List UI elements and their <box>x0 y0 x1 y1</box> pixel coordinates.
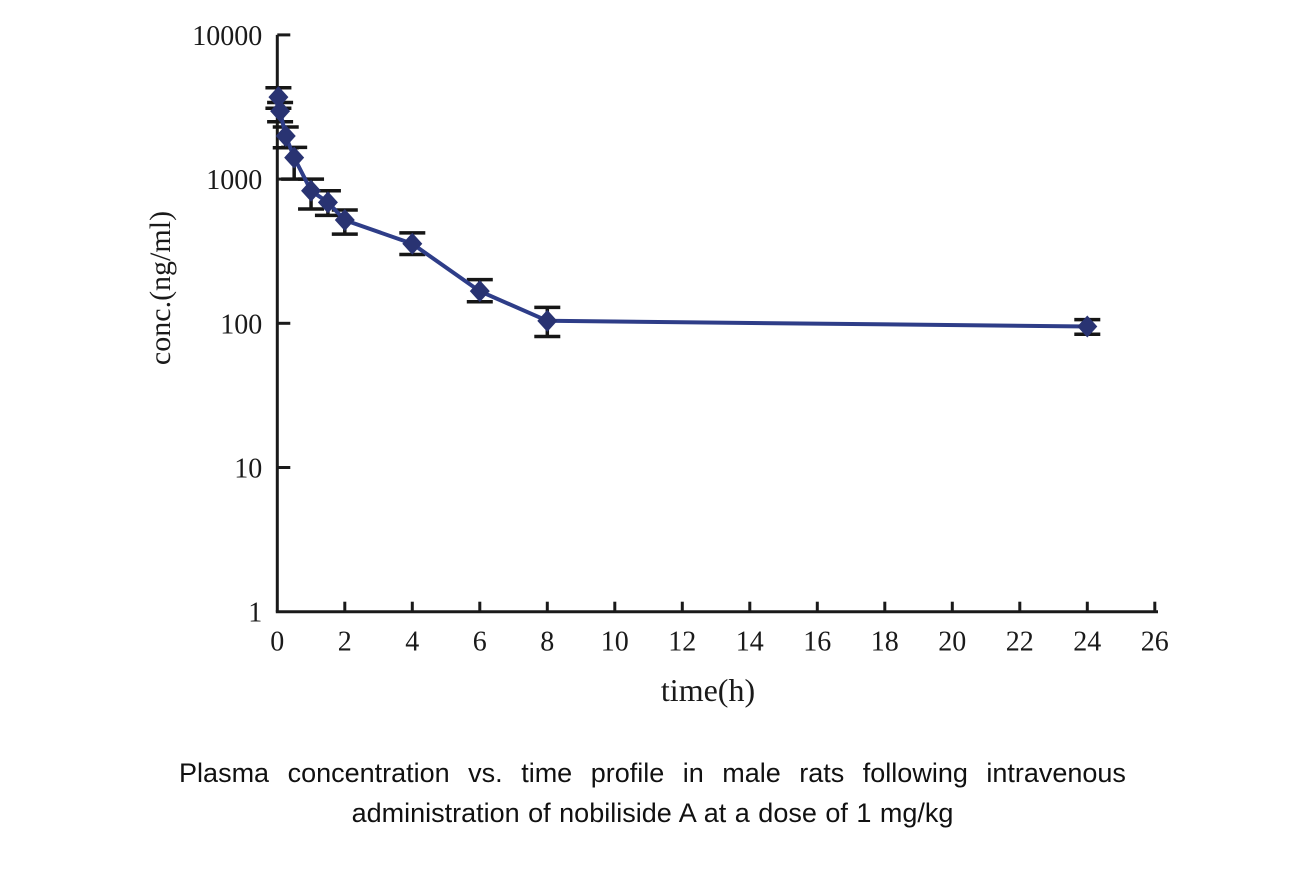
data-point-marker <box>268 86 289 109</box>
data-point-marker <box>284 146 305 169</box>
y-tick-label: 100 <box>220 309 262 340</box>
data-point-marker <box>402 232 423 255</box>
data-point-marker <box>469 280 490 303</box>
x-tick-label: 14 <box>736 627 764 658</box>
figure-caption: Plasma concentration vs. time profile in… <box>0 753 1305 833</box>
data-point-marker <box>275 125 296 148</box>
x-tick-label: 22 <box>1006 627 1034 658</box>
y-axis-title: conc.(ng/ml) <box>144 211 177 365</box>
data-point-marker <box>270 100 291 123</box>
data-point-marker <box>317 191 338 214</box>
x-axis-title: time(h) <box>661 672 755 708</box>
series-line <box>276 96 1088 329</box>
x-tick-label: 18 <box>871 627 899 658</box>
x-tick-label: 0 <box>270 627 284 658</box>
data-point-marker <box>537 309 558 332</box>
x-tick-label: 6 <box>473 627 487 658</box>
data-point-marker <box>334 209 355 232</box>
figure-caption-line1: Plasma concentration vs. time profile in… <box>179 758 1126 788</box>
x-tick-label: 10 <box>601 627 629 658</box>
x-tick-label: 8 <box>540 627 554 658</box>
x-tick-label: 2 <box>338 627 352 658</box>
x-tick-label: 4 <box>405 627 419 658</box>
x-tick-label: 26 <box>1141 627 1169 658</box>
x-tick-label: 20 <box>938 627 966 658</box>
y-tick-label: 1000 <box>206 165 262 196</box>
y-tick-label: 10000 <box>192 21 262 52</box>
x-tick-label: 24 <box>1073 627 1101 658</box>
y-tick-label: 10 <box>234 454 262 485</box>
y-tick-label: 1 <box>248 598 262 629</box>
data-point-marker <box>301 179 322 202</box>
figure-caption-line2: administration of nobiliside A at a dose… <box>351 798 954 828</box>
x-tick-label: 16 <box>803 627 831 658</box>
data-point-marker <box>1077 315 1098 338</box>
x-tick-label: 12 <box>668 627 696 658</box>
